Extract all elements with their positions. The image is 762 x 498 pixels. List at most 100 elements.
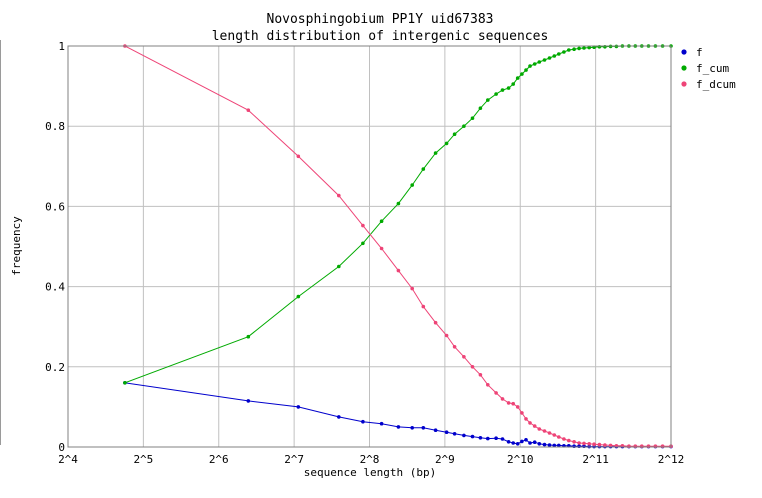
data-point — [597, 442, 602, 447]
data-point — [361, 223, 365, 228]
data-point — [296, 405, 301, 409]
data-point — [557, 52, 561, 56]
data-point — [500, 88, 505, 92]
data-point — [547, 443, 552, 447]
data-point — [567, 438, 571, 443]
y-tick-label: 0.8 — [45, 120, 65, 133]
data-point — [515, 76, 520, 80]
data-point — [421, 167, 426, 171]
data-point — [444, 430, 449, 435]
data-point — [582, 46, 586, 50]
data-point — [557, 435, 561, 439]
left-edge-line — [0, 40, 1, 445]
data-point — [524, 438, 528, 442]
data-point — [524, 417, 528, 421]
data-point — [552, 443, 557, 448]
data-point — [462, 124, 466, 128]
data-point — [396, 268, 401, 273]
legend-item: f_cum — [681, 62, 729, 75]
data-point — [337, 264, 341, 269]
data-point — [515, 442, 520, 446]
data-point — [528, 64, 532, 68]
data-point — [547, 431, 552, 435]
y-tick-label: 0.2 — [45, 361, 65, 374]
data-point — [410, 426, 415, 430]
data-point — [486, 436, 490, 441]
data-point — [337, 193, 341, 198]
x-tick-label: 2^11 — [582, 453, 609, 466]
data-point — [421, 426, 426, 430]
data-point — [433, 320, 438, 325]
data-point — [494, 436, 498, 441]
y-axis-label: frequency — [10, 216, 23, 276]
data-point — [337, 415, 341, 419]
data-point — [246, 108, 251, 112]
x-tick-label: 2^6 — [209, 453, 229, 466]
data-point — [246, 334, 251, 339]
data-point — [528, 421, 532, 425]
data-point — [587, 442, 591, 446]
data-point — [494, 92, 498, 96]
data-point — [547, 56, 552, 60]
data-point — [433, 428, 438, 433]
data-point — [572, 440, 576, 444]
data-point — [577, 46, 581, 51]
data-point — [379, 219, 384, 223]
legend-item: f_dcum — [681, 78, 736, 91]
data-point — [515, 405, 520, 409]
data-point — [462, 355, 466, 359]
data-point — [537, 427, 542, 431]
x-axis-label: sequence length (bp) — [304, 466, 436, 479]
data-point — [532, 440, 537, 445]
data-point — [470, 434, 475, 439]
data-point — [296, 154, 301, 159]
data-point — [396, 201, 401, 206]
x-tick-label: 2^9 — [435, 453, 455, 466]
data-point — [123, 381, 127, 385]
data-point — [421, 304, 426, 309]
data-point — [511, 82, 515, 86]
x-tick-label: 2^7 — [284, 453, 304, 466]
data-point — [506, 401, 511, 405]
data-point — [552, 54, 557, 58]
data-point — [361, 419, 365, 424]
y-tick-label: 1 — [58, 40, 65, 53]
data-point — [552, 433, 557, 437]
data-point — [577, 441, 581, 445]
chart-subtitle: length distribution of intergenic sequen… — [212, 29, 549, 44]
data-point — [452, 132, 457, 136]
data-point — [410, 286, 415, 291]
data-point — [452, 432, 457, 436]
legend-item: f — [681, 46, 703, 59]
data-point — [462, 433, 466, 438]
data-point — [603, 443, 607, 447]
legend-marker — [681, 81, 687, 87]
data-point — [520, 72, 524, 76]
data-point — [246, 399, 251, 403]
data-point — [396, 425, 401, 429]
chart-title: Novosphingobium PP1Y uid67383 — [267, 12, 494, 27]
data-point — [444, 333, 449, 338]
legend: f f_cum f_dcum — [681, 46, 736, 91]
data-point — [520, 439, 524, 444]
data-point — [532, 424, 537, 428]
data-point — [528, 441, 532, 445]
data-point — [494, 391, 498, 395]
legend-label: f_cum — [696, 62, 729, 75]
data-point — [500, 397, 505, 401]
data-point — [511, 401, 515, 406]
legend-label: f — [696, 46, 703, 59]
x-tick-label: 2^10 — [507, 453, 534, 466]
x-tick-label: 2^4 — [58, 453, 78, 466]
data-point — [379, 421, 384, 426]
data-point — [470, 116, 475, 120]
data-point — [542, 429, 547, 433]
y-tick-label: 0.6 — [45, 200, 65, 213]
data-point — [511, 441, 515, 445]
data-point — [433, 151, 438, 155]
data-point — [470, 365, 475, 369]
data-point — [562, 437, 566, 441]
data-point — [572, 47, 576, 51]
data-point — [478, 373, 483, 377]
